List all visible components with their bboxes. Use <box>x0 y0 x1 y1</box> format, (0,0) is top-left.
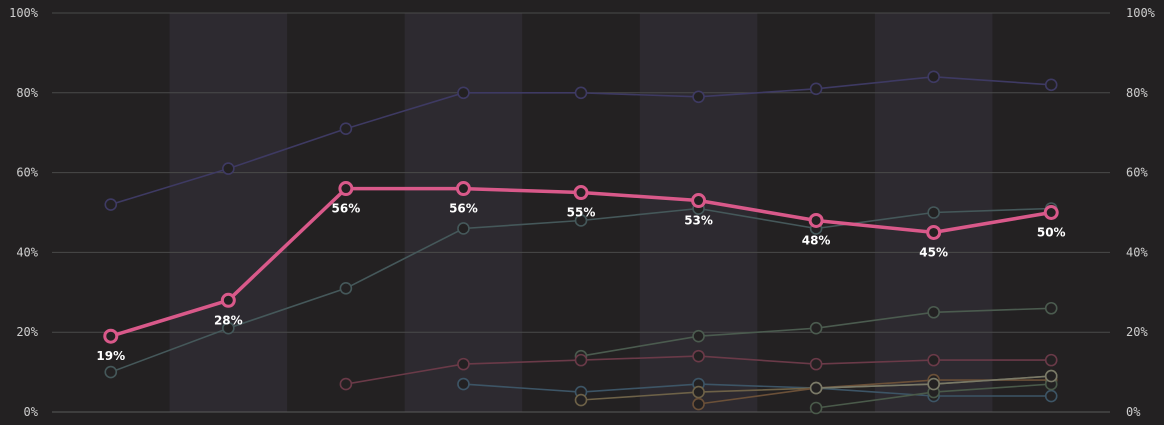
series-point <box>692 90 705 104</box>
series-point <box>574 86 588 100</box>
y-axis-right: 0% 20% 40% 60% 80% 100% <box>1126 6 1156 419</box>
series-point <box>692 385 705 399</box>
series-point <box>927 305 940 319</box>
series-point <box>1044 301 1058 315</box>
series-point <box>104 365 118 379</box>
series-point <box>927 206 940 219</box>
highlight-series <box>103 181 1059 344</box>
y-axis-left: 0% 20% 40% 60% 80% 100% <box>9 6 39 419</box>
y-tick-label-left: 100% <box>9 6 39 20</box>
column-band <box>169 13 288 412</box>
data-label: 50% <box>1037 226 1066 240</box>
column-band <box>404 13 523 412</box>
highlight-point <box>573 185 589 201</box>
series-point <box>927 70 940 84</box>
series-point <box>927 377 940 391</box>
series-point <box>809 401 823 415</box>
series-point <box>574 353 588 367</box>
series-point <box>809 82 823 96</box>
highlight-point <box>926 224 942 240</box>
series-point <box>457 357 470 371</box>
data-label: 48% <box>802 233 831 247</box>
data-label: 55% <box>567 206 596 220</box>
series-point <box>222 162 235 175</box>
series-point <box>692 397 705 411</box>
series-point <box>1044 389 1058 403</box>
data-label: 56% <box>332 202 361 216</box>
series-point <box>1044 369 1058 383</box>
y-tick-label-right: 60% <box>1126 166 1148 180</box>
data-label: 19% <box>96 349 125 363</box>
series-point <box>339 282 353 295</box>
y-tick-label-right: 40% <box>1126 245 1148 259</box>
data-label: 45% <box>919 245 948 259</box>
series-point <box>1044 78 1058 92</box>
series-point <box>222 321 235 335</box>
series-line <box>463 383 1052 397</box>
background-series <box>104 70 1058 415</box>
highlight-point <box>455 181 471 197</box>
series-point <box>809 357 823 371</box>
y-tick-label-left: 20% <box>16 325 38 339</box>
series-point <box>927 353 940 367</box>
highlight-point <box>103 328 119 344</box>
y-tick-label-right: 0% <box>1126 405 1141 419</box>
highlight-point <box>691 193 707 209</box>
series-point <box>809 381 823 395</box>
series-point <box>692 349 705 363</box>
series-point <box>339 122 353 136</box>
y-tick-label-right: 20% <box>1126 325 1148 339</box>
series-point <box>457 222 470 235</box>
series-point <box>457 377 470 391</box>
highlight-point <box>338 181 354 197</box>
series-point <box>574 393 588 407</box>
series-point <box>1044 353 1058 367</box>
y-tick-label-right: 100% <box>1126 6 1156 20</box>
highlight-point <box>1043 205 1059 220</box>
series-point <box>457 86 470 100</box>
y-tick-label-left: 40% <box>16 245 38 259</box>
highlight-point <box>808 212 824 228</box>
series-point <box>692 329 705 343</box>
data-label: 56% <box>449 202 478 216</box>
series-point <box>809 321 823 335</box>
series-point <box>339 377 353 391</box>
y-tick-label-left: 0% <box>24 405 39 419</box>
data-label: 28% <box>214 313 243 327</box>
y-tick-label-left: 80% <box>16 86 38 100</box>
data-label: 53% <box>684 214 713 228</box>
series-point <box>574 214 588 227</box>
y-tick-label-left: 60% <box>16 166 38 180</box>
series-point <box>104 198 118 211</box>
y-tick-label-right: 80% <box>1126 86 1148 100</box>
data-labels: 19% 28% 56% 56% 55% 53% 48% 45% 50% <box>96 202 1065 364</box>
highlight-point <box>220 292 236 308</box>
